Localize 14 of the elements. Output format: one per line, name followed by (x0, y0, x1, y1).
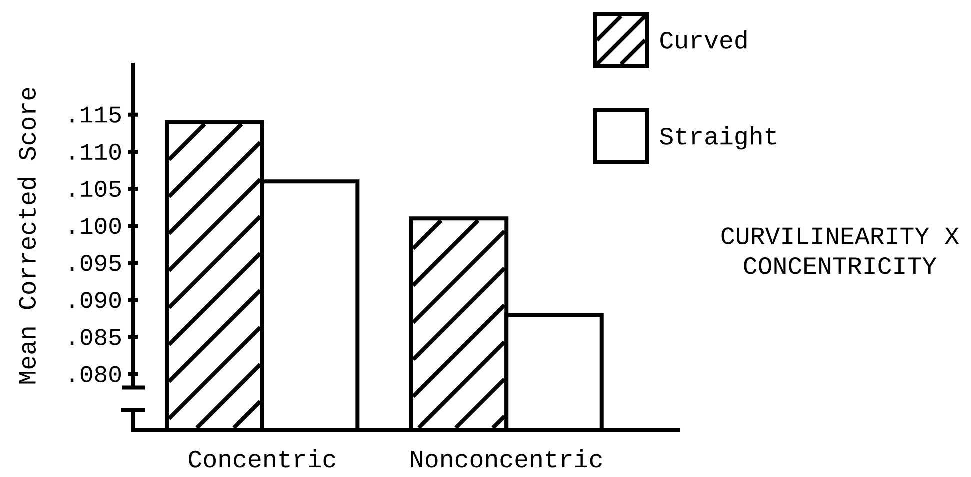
y-tick-label: .085 (70, 329, 121, 346)
y-tick-label: .080 (70, 366, 122, 382)
y-tick-label: .095 (70, 255, 121, 272)
y-tick-label: .115 (70, 106, 121, 123)
y-tick-label: .105 (70, 180, 121, 198)
y-tick-label: .090 (70, 292, 122, 308)
x-tick-label: Nonconcentric (411, 450, 602, 468)
y-axis-title: Mean Corrected Score (18, 88, 36, 384)
text: CURVILINEARITY X CONCENTRICITY (722, 228, 960, 274)
y-tick-label: .110 (70, 144, 122, 160)
x-tick-label: Concentric (189, 450, 336, 468)
y-tick-label: .100 (70, 218, 122, 234)
legend-label: Straight (660, 126, 776, 150)
legend-label: Curved (660, 30, 747, 49)
